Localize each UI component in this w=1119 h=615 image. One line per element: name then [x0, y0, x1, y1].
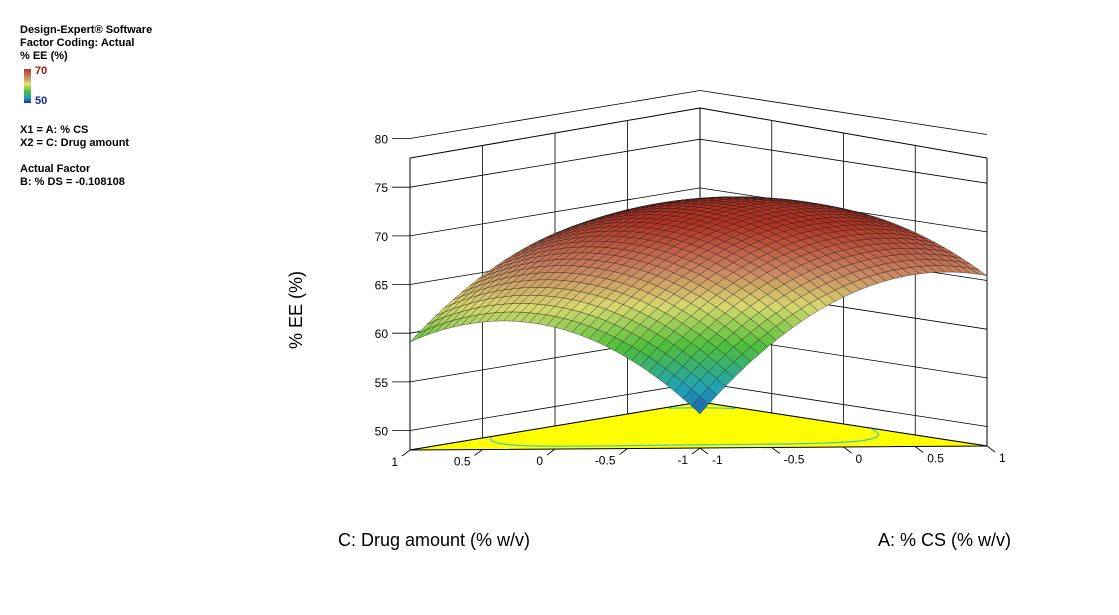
- z-tick-label: 70: [375, 230, 389, 244]
- z-tick-label: 75: [375, 181, 389, 195]
- response-surface: [409, 196, 988, 415]
- factor-coding: Factor Coding: Actual: [20, 37, 135, 49]
- surface-cell: [691, 396, 709, 415]
- floor-contour: [490, 428, 880, 447]
- legend-min: 50: [35, 95, 48, 107]
- x-tick: [771, 447, 780, 454]
- color-legend: 70 50: [20, 65, 152, 107]
- x-tick-label: -1: [712, 453, 723, 467]
- z-tick-label: 80: [375, 133, 389, 147]
- y-axis-label: C: Drug amount (% w/v): [338, 530, 530, 550]
- actual-factor-value: B: % DS = -0.108108: [20, 176, 125, 188]
- z-tick-label: 60: [375, 327, 389, 341]
- software-name: Design-Expert® Software: [20, 24, 153, 36]
- x-tick-label: -0.5: [784, 453, 805, 467]
- y-tick: [619, 448, 628, 455]
- y-tick-label: -1: [677, 453, 688, 467]
- z-grid-line: [409, 90, 988, 139]
- y-tick-label: -0.5: [595, 454, 616, 468]
- x-tick-label: 0.5: [927, 452, 944, 466]
- z-tick-label: 50: [375, 425, 389, 439]
- x-tick: [699, 447, 709, 455]
- x-tick: [915, 446, 924, 453]
- x-tick-label: 0: [856, 452, 863, 466]
- floor-plane: [409, 401, 988, 451]
- z-tick-label: 55: [375, 376, 389, 390]
- color-scale-bar: [24, 69, 31, 103]
- y-tick-label: 1: [391, 455, 398, 469]
- z-tick-label: 65: [375, 279, 389, 293]
- z-grid-line: [409, 187, 988, 237]
- response-name: % EE (%): [20, 50, 68, 62]
- x-axis-label: A: % CS (% w/v): [878, 530, 1011, 550]
- y-tick-label: 0.5: [454, 455, 471, 469]
- x-tick: [843, 446, 852, 454]
- actual-factor-title: Actual Factor: [20, 163, 91, 175]
- z-grid-line: [409, 138, 988, 188]
- factor-x1: X1 = A: % CS: [20, 124, 89, 136]
- design-info-panel: Design-Expert® Software Factor Coding: A…: [20, 24, 152, 189]
- y-tick: [474, 449, 483, 456]
- tick-labels: 50 55 60 65 70 75 80 -1 -0.5 0 0.5 1 -1 -0.5 0 0.5 1: [375, 133, 1006, 469]
- y-tick: [401, 449, 411, 457]
- y-tick: [546, 448, 556, 456]
- legend-max: 70: [35, 65, 48, 77]
- y-tick: [691, 447, 701, 455]
- z-axis-label: % EE (%): [286, 271, 306, 349]
- factor-x2: X2 = C: Drug amount: [20, 137, 130, 149]
- x-tick: [986, 445, 996, 453]
- x-tick-label: 1: [999, 451, 1006, 465]
- y-tick-label: 0: [536, 454, 543, 468]
